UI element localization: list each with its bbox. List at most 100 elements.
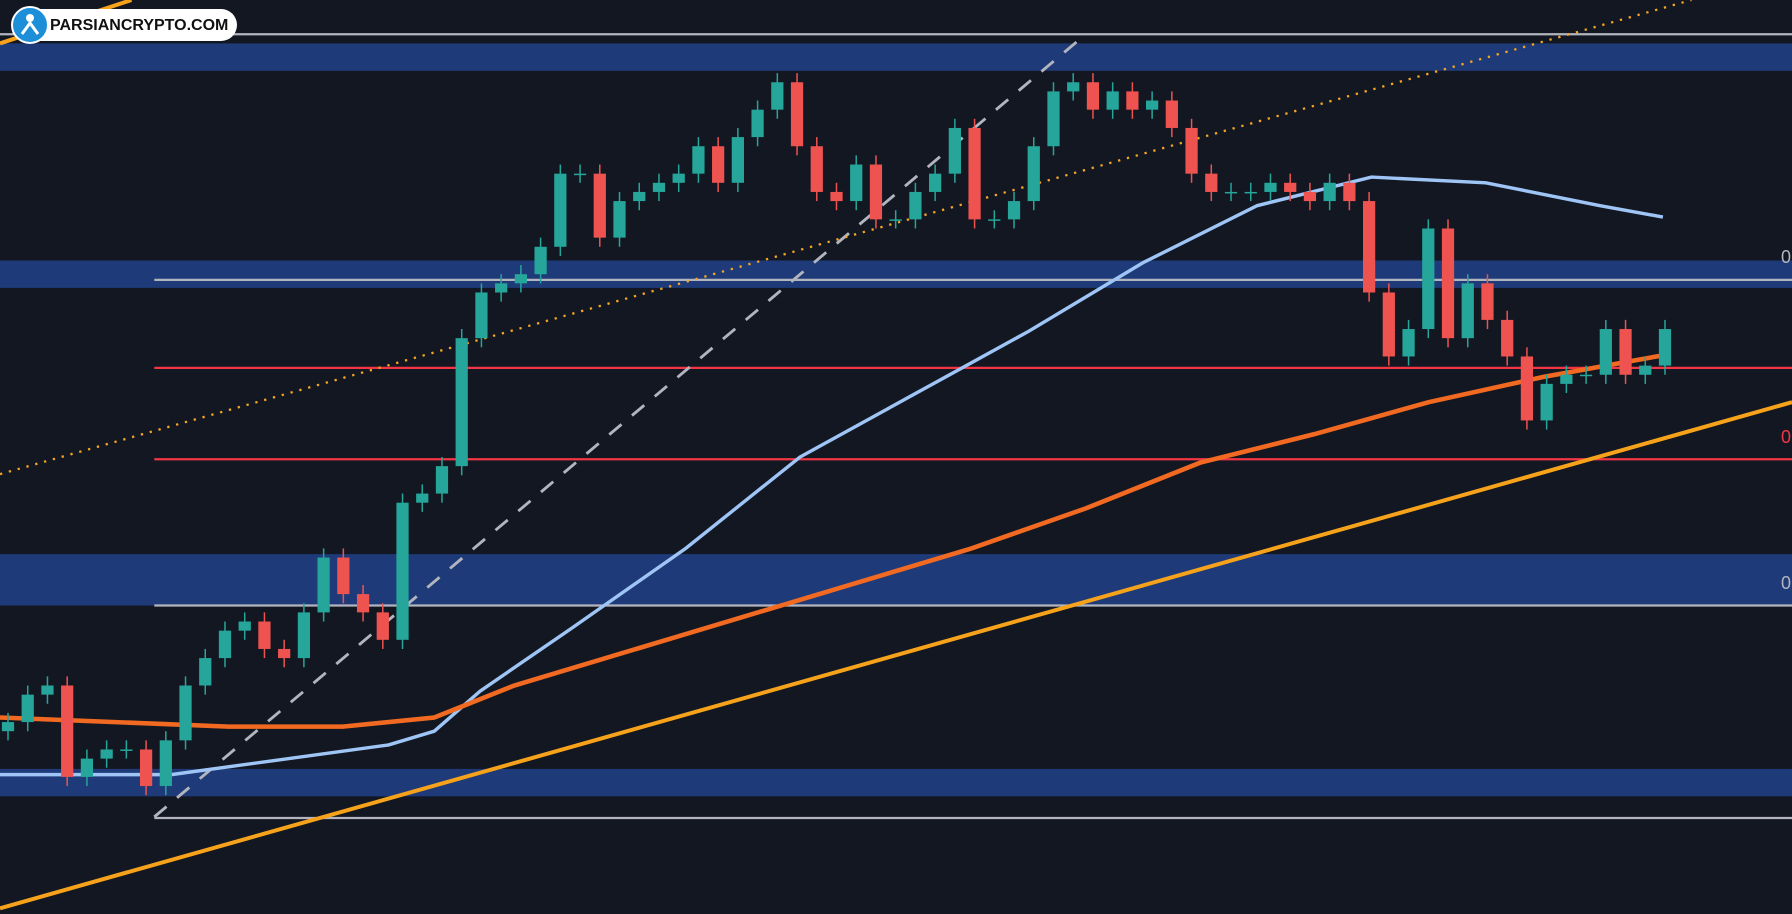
candle-body [830,191,843,202]
candle-body [139,749,153,787]
logo-icon-part [20,20,40,35]
level-label: 0 [1781,573,1791,593]
candle-body [514,274,527,284]
candle-body [889,219,902,221]
candle-body [1303,191,1317,202]
candle-body [692,146,705,174]
candle-body [238,621,251,631]
candle-body [1520,356,1534,421]
candle-body [455,338,468,467]
candle-body [1086,82,1100,110]
candle-body [297,612,311,659]
candle-body [21,694,34,723]
candle-body [495,283,508,293]
candle-body [1126,91,1139,110]
candle-body [396,502,409,640]
candle-body [1,722,15,732]
candle-body [593,173,606,238]
candle-body [554,173,567,247]
candle-body [633,191,646,202]
candle-body [100,749,113,759]
candle-body [1264,182,1277,192]
level-label: 0 [1781,427,1791,447]
candle-body [929,173,942,192]
candle-body [810,146,823,192]
candle-body [672,173,685,183]
candle-body [613,201,626,238]
candle-body [1047,91,1060,147]
candle-body [731,137,744,183]
candle-body [1205,173,1218,192]
candles [1,73,1672,796]
candle-body [179,685,192,741]
dotted-trend [0,0,1692,476]
candle-body [1441,228,1455,339]
candle-body [1007,201,1021,220]
logo-pill [12,9,237,41]
candle-body [534,246,547,275]
candle-body [771,82,784,110]
candle-body [1639,365,1652,375]
candle-body [218,630,232,659]
candle-body [1027,146,1040,202]
candle-body [120,749,133,751]
candle-body [1619,329,1632,375]
candle-body [1362,201,1376,293]
candle-body [1402,329,1415,357]
candle-body [988,219,1001,221]
zone [0,43,1792,71]
trend-line [0,400,1792,911]
candle-body [1244,191,1257,194]
candle-body [1165,100,1178,128]
moving-average [0,353,1664,729]
candle-body [1185,127,1198,174]
candle-body [1461,283,1474,339]
candle-body [1481,283,1494,320]
candle-body [1382,292,1395,357]
candle-body [258,621,271,649]
candle-body [1540,383,1553,421]
moving-average [0,175,1664,777]
logo: PARSIANCRYPTO.COM [11,6,237,44]
candle-body [1599,329,1612,375]
candle-body [1560,374,1573,384]
candle-body [850,164,863,202]
zone [0,768,1792,797]
candle-body [712,146,725,183]
candle-body [475,292,488,339]
logo-text: PARSIANCRYPTO.COM [50,17,228,34]
candle-body [1106,91,1119,110]
candle-body [1501,319,1514,357]
candle-body [416,493,429,503]
candle-body [278,648,291,659]
zone [0,554,1792,606]
candle-body [1579,374,1593,377]
candle-body [573,173,587,176]
candle-body [376,612,389,640]
candle-body [869,164,883,220]
candle-body [751,109,764,138]
candle-body [1422,228,1435,330]
candle-body [652,182,666,192]
candle-body [317,557,330,613]
candle-body [948,127,961,174]
candle-body [61,685,74,777]
candle-body [1658,329,1672,366]
candle-body [909,191,922,220]
candle-body [968,127,981,220]
candle-body [1343,182,1356,202]
candle-body [337,557,350,595]
candle-body [435,466,449,494]
candle-body [41,685,54,695]
candle-body [80,758,94,777]
zone [0,260,1792,288]
candle-body [199,658,212,686]
candle-body [1224,191,1238,194]
candle-body [1323,182,1336,202]
candle-body [1146,100,1159,110]
candle-body [1067,82,1080,92]
